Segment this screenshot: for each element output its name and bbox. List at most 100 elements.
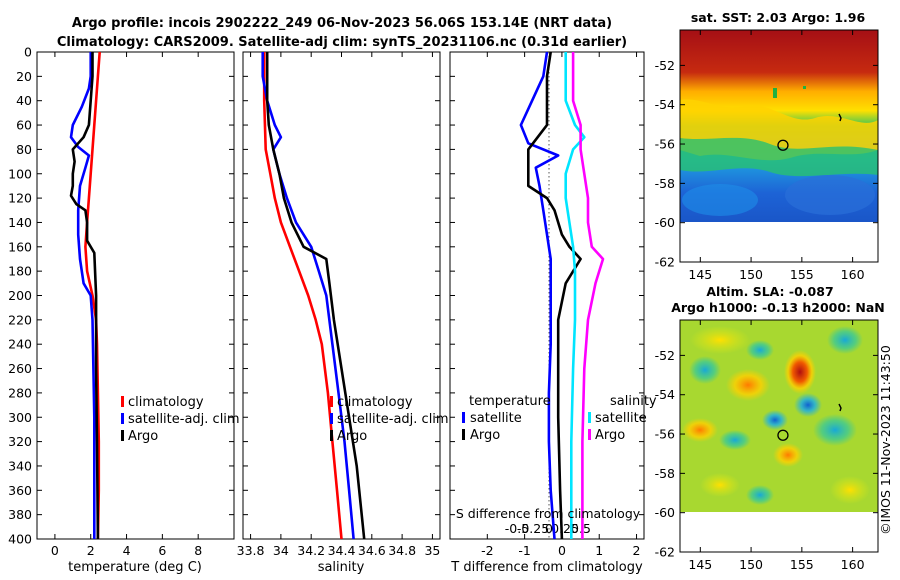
x-tick-label: 34.6 [358,543,386,558]
salinity-xlabel: salinity [318,560,365,575]
legend-label-climatology: climatology [337,395,413,410]
salinity-plot-frame [242,51,441,540]
sst-map-ticks: 145 150 155 160 -52 -54 -56 -58 -60 -62 [655,30,878,282]
sla-anomaly-low [762,410,788,430]
depth-tick-label: 280 [8,385,32,400]
depth-tick-label: 340 [8,458,32,473]
map-y-tick-label: -56 [655,427,675,442]
figure-title-line1: Argo profile: incois 2902222_249 06-Nov-… [72,16,612,31]
sla-anomaly-low [746,340,774,360]
figure-title-line2: Climatology: CARS2009. Satellite-adj cli… [57,35,627,50]
map-y-tick-label: -60 [655,505,675,520]
sla-anomaly-high [784,350,816,394]
legend-label-t-satellite: satellite [470,411,522,426]
sst-cool-patch [682,184,758,216]
depth-tick-label: 300 [8,410,32,425]
map-y-tick-label: -52 [655,348,675,363]
legend-label-s-argo: Argo [595,428,625,443]
sla-anomaly-low [719,430,751,450]
difference-plot-frame [449,51,645,540]
sla-anomaly-high [773,443,803,467]
x-tick-label: 6 [158,543,166,558]
map-y-tick-label: -62 [655,255,675,270]
map-y-tick-label: -62 [655,545,675,560]
depth-tick-label: 20 [16,69,32,84]
salinity-lines [261,52,366,540]
legend-swatch-climatology [330,396,333,407]
depth-tick-label: 400 [8,532,32,547]
map-y-tick-label: -60 [655,215,675,230]
legend-label-argo: Argo [337,429,367,444]
salinity-panel: 33.8 34 34.2 34.4 34.6 34.8 35 salinity climat… [237,51,449,575]
legend-title-temperature: temperature [469,394,551,409]
map-y-tick-label: -56 [655,137,675,152]
legend-label-satellite: satellite-adj. clim [337,412,449,427]
temperature-lines [69,51,101,540]
map-x-tick-label: 145 [688,267,712,282]
x-tick-label: 0 [558,543,566,558]
sst-cold-patch [785,175,875,215]
x-tick-label: 4 [123,543,131,558]
legend-swatch-argo [121,430,124,441]
x-tick-label: 34.8 [388,543,416,558]
x-tick-label: 34.4 [328,543,356,558]
depth-tick-label: 380 [8,507,32,522]
map-y-tick-label: -54 [655,387,675,402]
depth-tick-label: 40 [16,93,32,108]
depth-tick-label: 220 [8,312,32,327]
sla-anomaly-low [746,485,774,505]
sla-anomaly-low [827,326,863,354]
series-line-climatology [84,51,101,540]
series-line-satellite-adj-clim [261,52,355,540]
depth-tick-label: 60 [16,118,32,133]
x2-tick-label: -0.25 [517,521,549,536]
sla-anomaly [690,326,750,354]
legend-swatch-satellite [121,413,124,424]
x-tick-label: 1 [595,543,603,558]
argo-location-marker [777,429,789,441]
legend-label-argo: Argo [128,429,158,444]
depth-tick-label: 0 [24,45,32,60]
sst-map-title: sat. SST: 2.03 Argo: 1.96 [691,10,866,25]
legend-label-satellite: satellite-adj. clim [128,412,240,427]
x-tick-label: 2 [87,543,95,558]
x-tick-label: 34 [273,543,289,558]
map-x-tick-label: 160 [841,557,865,572]
difference-legend: temperature satellite Argo salinity sate… [462,394,657,443]
map-x-tick-label: 150 [739,557,763,572]
series-line-argo [69,52,100,540]
depth-tick-label: 200 [8,288,32,303]
sla-anomaly-high [682,418,718,442]
map-y-tick-label: -54 [655,97,675,112]
float-track-mark [838,403,842,412]
x-tick-label: 8 [194,543,202,558]
temperature-legend: climatology satellite-adj. clim Argo [121,395,240,444]
series-line-climatology [262,52,343,540]
difference-lines [519,51,605,540]
argo-location-marker [777,139,789,151]
sst-pixel-detail [773,88,777,98]
sst-front-green [680,137,878,177]
map-x-tick-label: 145 [688,557,712,572]
sla-map-panel: Altim. SLA: -0.087 Argo h1000: -0.13 h20… [655,284,885,572]
series-line-satellite-adj-clim [69,52,96,539]
x-tick-label: 35 [424,543,440,558]
salinity-legend: climatology satellite-adj. clim Argo [330,395,449,444]
series-line-s-argo [571,52,605,539]
legend-swatch-s-argo [588,429,591,440]
x-tick-label: -1 [518,543,530,558]
sla-map-subtitle: Argo h1000: -0.13 h2000: NaN [671,300,885,315]
float-track-mark [838,113,842,122]
map-y-tick-label: -58 [655,176,675,191]
legend-swatch-climatology [121,396,124,407]
legend-swatch-argo [330,430,333,441]
depth-tick-label: 140 [8,215,32,230]
sla-anomaly [700,473,740,497]
sst-map-image [680,30,878,222]
map-x-tick-label: 155 [790,557,814,572]
x-tick-label: 33.8 [237,543,265,558]
credit-text: ©IMOS 11-Nov-2023 11:43:50 [878,345,893,535]
difference-xlabel: T difference from climatology [450,560,643,575]
depth-axis-labels: 0 20 40 60 80 100 120 140 160 180 200 220 240 260 280 3… [8,45,32,547]
depth-tick-label: 160 [8,239,32,254]
